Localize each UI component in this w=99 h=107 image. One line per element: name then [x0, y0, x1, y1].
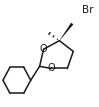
Polygon shape [59, 23, 73, 41]
Text: O: O [48, 63, 55, 74]
Text: O: O [40, 44, 47, 54]
Text: Br: Br [82, 5, 94, 15]
